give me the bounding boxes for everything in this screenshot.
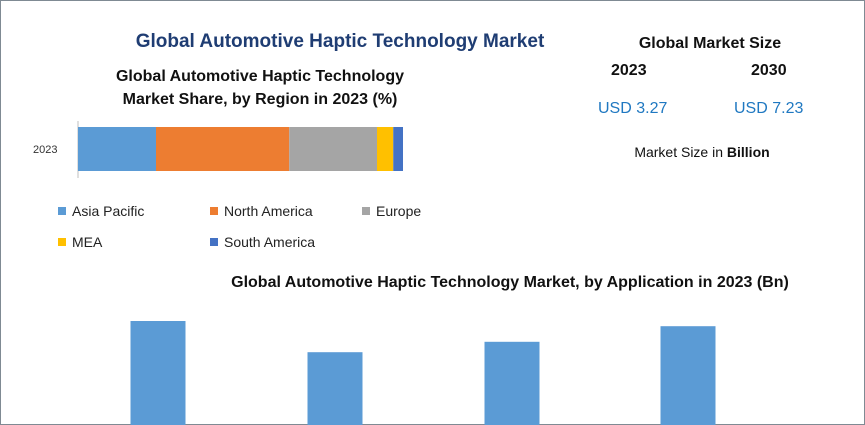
legend-swatch-europe (362, 207, 370, 215)
legend-label-north-america: North America (224, 203, 313, 219)
region-bar-segment-mea (377, 127, 394, 171)
legend-swatch-north-america (210, 207, 218, 215)
region-bar-segment-asia-pacific (78, 127, 156, 171)
legend-swatch-asia-pacific (58, 207, 66, 215)
legend-label-mea: MEA (72, 234, 103, 250)
application-bar-1 (130, 321, 186, 425)
legend-item-asia-pacific: Asia Pacific (58, 203, 144, 219)
legend-item-south-america: South America (210, 234, 315, 250)
market-size-value-2023: USD 3.27 (598, 100, 668, 117)
legend-swatch-south-america (210, 238, 218, 246)
legend-label-asia-pacific: Asia Pacific (72, 203, 145, 219)
market-size-title: Global Market Size (638, 35, 782, 52)
legend-item-mea: MEA (58, 234, 102, 250)
application-bar-4 (660, 326, 716, 425)
legend-item-europe: Europe (362, 203, 421, 219)
region-chart-title-line2: Market Share, by Region in 2023 (%) (122, 91, 398, 108)
region-bar-segment-north-america (156, 127, 290, 171)
market-size-unit: Market Size in Billion (600, 144, 804, 160)
market-size-value-2030: USD 7.23 (734, 100, 804, 117)
legend-swatch-mea (58, 238, 66, 246)
region-bar-segment-south-america (393, 127, 403, 171)
market-size-year-2023: 2023 (611, 62, 647, 79)
legend-label-europe: Europe (376, 203, 422, 219)
market-size-year-2030: 2030 (751, 62, 787, 79)
application-chart-title: Global Automotive Haptic Technology Mark… (231, 274, 789, 291)
market-size-unit-prefix: Market Size in (634, 144, 727, 160)
legend-label-south-america: South America (224, 234, 316, 250)
legend-item-north-america: North America (210, 203, 313, 219)
market-size-unit-bold: Billion (726, 144, 770, 160)
region-chart-title: Global Automotive Haptic Technology Mark… (60, 65, 460, 111)
application-bar-3 (484, 341, 540, 425)
region-chart-title-line1: Global Automotive Haptic Technology (115, 68, 404, 85)
application-bar-2 (307, 352, 363, 425)
region-category-label: 2023 (33, 144, 57, 156)
page-title: Global Automotive Haptic Technology Mark… (135, 31, 545, 52)
region-bar-segment-europe (289, 127, 377, 171)
